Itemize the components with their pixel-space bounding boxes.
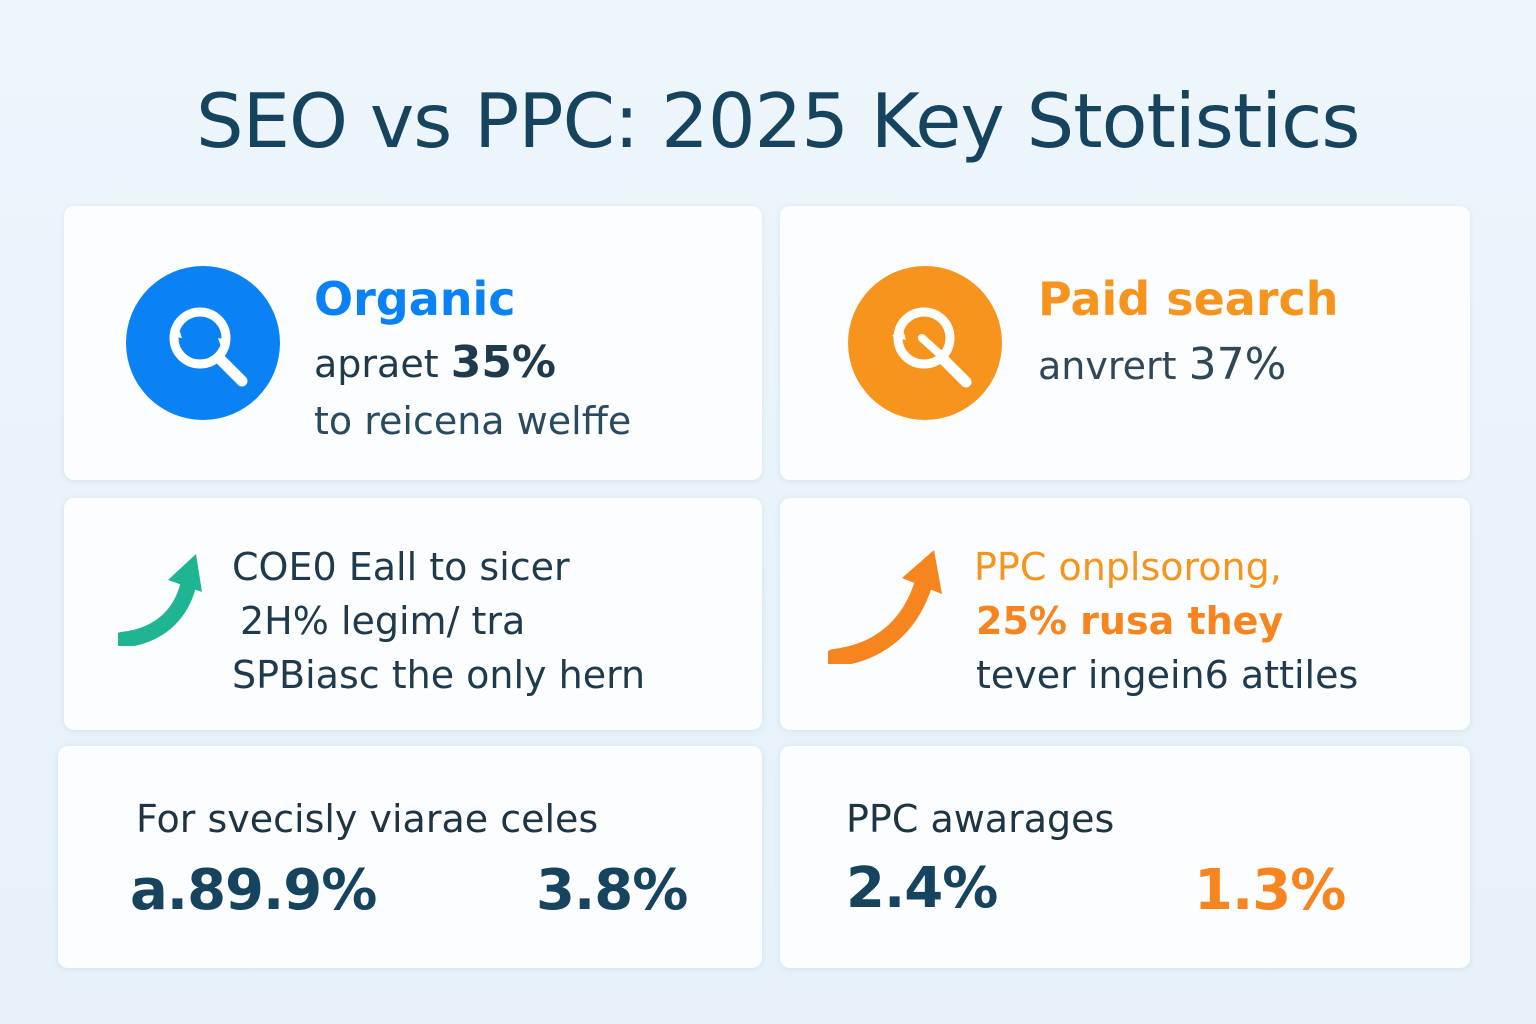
ppc-trend-line-2: 25% rusa they: [976, 599, 1284, 643]
seo-trend-line-2: 2H% legim/ tra: [240, 599, 526, 643]
seo-averages-label: For svecisly viarae celes: [136, 797, 599, 841]
seo-trend-line-3: SPBiasc the only hern: [232, 653, 646, 697]
paid-stat-prefix: anvrert: [1038, 344, 1177, 388]
paid-search-icon: [848, 266, 1002, 420]
paid-stat-line: anvrert 37%: [1038, 342, 1286, 389]
paid-search-card: Paid search anvrert 37%: [780, 206, 1470, 480]
organic-card: Organic apraet 35% to reicena welffe: [64, 206, 762, 480]
ppc-trend-line-1: PPC onplsorong,: [974, 545, 1282, 589]
seo-average-value-b: 3.8%: [536, 858, 688, 923]
ppc-average-value-a: 2.4%: [846, 856, 998, 921]
organic-heading: Organic: [314, 272, 516, 326]
seo-trend-line-1: COE0 Eall to sicer: [232, 545, 570, 589]
ppc-averages-label: PPC awarages: [846, 797, 1115, 841]
trend-up-arrow-icon: [828, 548, 944, 664]
organic-stat-line: apraet 35%: [314, 340, 556, 387]
ppc-trend-card: PPC onplsorong, 25% rusa they tever inge…: [780, 498, 1470, 730]
ppc-averages-card: PPC awarages 2.4% 1.3%: [780, 746, 1470, 968]
seo-trend-card: COE0 Eall to sicer 2H% legim/ tra SPBias…: [64, 498, 762, 730]
organic-description: to reicena welffe: [314, 399, 632, 443]
organic-stat-prefix: apraet: [314, 342, 439, 386]
ppc-average-value-b: 1.3%: [1194, 858, 1346, 923]
seo-averages-card: For svecisly viarae celes a.89.9% 3.8%: [58, 746, 762, 968]
organic-stat-value: 35%: [450, 337, 557, 388]
paid-search-heading: Paid search: [1038, 272, 1339, 326]
page-title: SEO vs PPC: 2025 Key Stotistics: [196, 77, 1360, 165]
ppc-trend-line-3: tever ingein6 attiles: [976, 653, 1359, 697]
paid-stat-value: 37%: [1188, 339, 1287, 390]
organic-search-icon: [126, 266, 280, 420]
seo-average-value-a: a.89.9%: [130, 858, 377, 923]
trend-up-arrow-icon: [118, 550, 208, 646]
